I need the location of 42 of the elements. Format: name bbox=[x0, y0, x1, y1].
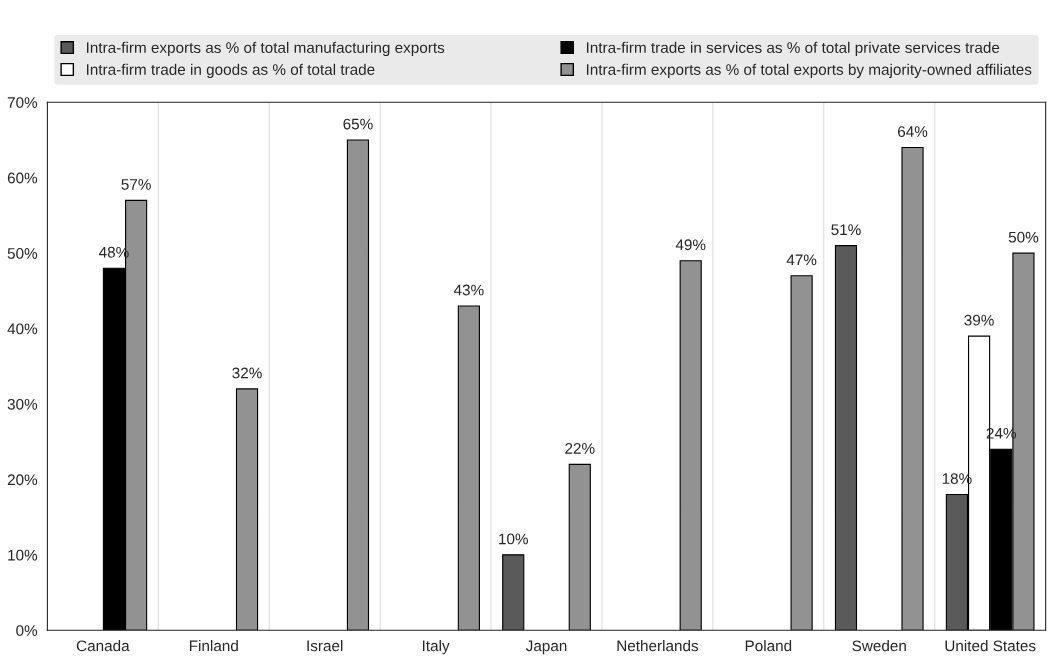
bar bbox=[834, 245, 858, 631]
data-label: 49% bbox=[675, 239, 706, 251]
bar bbox=[235, 388, 259, 631]
data-label: 47% bbox=[786, 254, 817, 266]
y-tick-label: 70% bbox=[7, 97, 38, 108]
legend-label: Intra-firm exports as % of total exports by majority-owned affiliates bbox=[586, 63, 1032, 78]
x-tick-label: Israel bbox=[307, 640, 343, 652]
x-tick-label: United States bbox=[945, 640, 1036, 652]
data-label: 51% bbox=[831, 224, 861, 236]
y-tick-label: 30% bbox=[7, 398, 38, 410]
data-label: 10% bbox=[499, 533, 528, 545]
bar bbox=[679, 260, 702, 631]
y-tick-label: 60% bbox=[7, 172, 38, 184]
bar bbox=[346, 139, 370, 631]
data-label: 65% bbox=[343, 118, 373, 130]
y-tick-label: 10% bbox=[8, 549, 38, 561]
data-label: 57% bbox=[121, 179, 151, 190]
bar bbox=[502, 554, 525, 631]
x-tick-label: Sweden bbox=[852, 640, 906, 652]
bar bbox=[901, 147, 924, 631]
y-tick-label: 50% bbox=[7, 248, 38, 259]
bar bbox=[457, 305, 480, 631]
x-tick-label: Poland bbox=[745, 640, 792, 652]
data-label: 32% bbox=[232, 367, 262, 379]
data-label: 43% bbox=[453, 284, 484, 296]
legend-label: Intra-firm exports as % of total manufacturing exports bbox=[86, 41, 445, 57]
legend-label: Intra-firm trade in goods as % of total trade bbox=[86, 63, 375, 78]
data-label: 22% bbox=[565, 442, 595, 454]
y-tick-label: 40% bbox=[7, 323, 38, 335]
x-tick-label: Italy bbox=[422, 640, 450, 655]
y-tick-label: 20% bbox=[7, 474, 38, 486]
y-tick-label: 0% bbox=[16, 625, 38, 636]
x-tick-label: Finland bbox=[189, 640, 238, 652]
legend-label: Intra-firm trade in services as % of total private services trade bbox=[586, 41, 1000, 57]
x-tick-label: Canada bbox=[76, 640, 130, 652]
x-tick-label: Netherlands bbox=[617, 640, 699, 652]
bar bbox=[568, 463, 591, 631]
data-label: 64% bbox=[898, 126, 928, 137]
data-label: 50% bbox=[1008, 231, 1039, 243]
x-tick-label: Japan bbox=[525, 640, 567, 655]
data-label: 39% bbox=[964, 314, 994, 326]
bar bbox=[790, 275, 813, 631]
